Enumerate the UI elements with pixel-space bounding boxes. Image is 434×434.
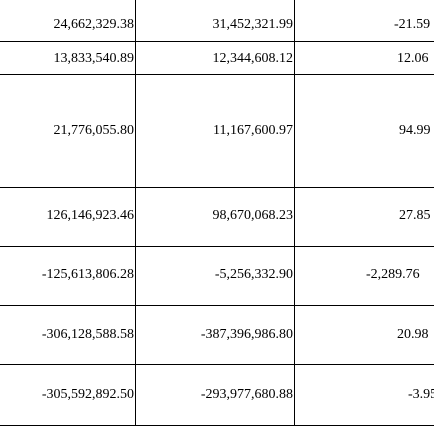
- table-cell: 94.99: [399, 123, 431, 138]
- table-cell: -306,128,588.58: [41, 327, 134, 342]
- row-divider: [0, 187, 434, 188]
- column-divider: [294, 0, 295, 426]
- table-cell: -3.95: [408, 387, 434, 402]
- column-divider: [135, 0, 136, 426]
- row-divider: [0, 364, 434, 365]
- table-cell: -387,396,986.80: [200, 327, 293, 342]
- table-cell: 21,776,055.80: [53, 123, 135, 138]
- table-cell: 126,146,923.46: [46, 208, 135, 223]
- table-cell: 13,833,540.89: [53, 51, 135, 66]
- table-cell: -2,289.76: [366, 267, 420, 282]
- table-cell: 31,452,321.99: [212, 17, 294, 32]
- table-cell: -5,256,332.90: [214, 267, 293, 282]
- table-cell: 11,167,600.97: [213, 123, 293, 138]
- table-cell: 98,670,068.23: [212, 208, 294, 223]
- table-cell: -125,613,806.28: [41, 267, 134, 282]
- table-cell: 12.06: [397, 51, 429, 66]
- row-divider: [0, 246, 434, 247]
- table-cell: 24,662,329.38: [53, 17, 135, 32]
- table-cell: 12,344,608.12: [212, 51, 294, 66]
- row-divider: [0, 74, 434, 75]
- table-cell: -293,977,680.88: [200, 387, 293, 402]
- table-cell: 20.98: [397, 327, 429, 342]
- table-cell: -21.59: [394, 17, 431, 32]
- row-divider: [0, 425, 434, 426]
- row-divider: [0, 41, 434, 42]
- table-cell: 27.85: [399, 208, 431, 223]
- row-divider: [0, 305, 434, 306]
- table-cell: -305,592,892.50: [41, 387, 134, 402]
